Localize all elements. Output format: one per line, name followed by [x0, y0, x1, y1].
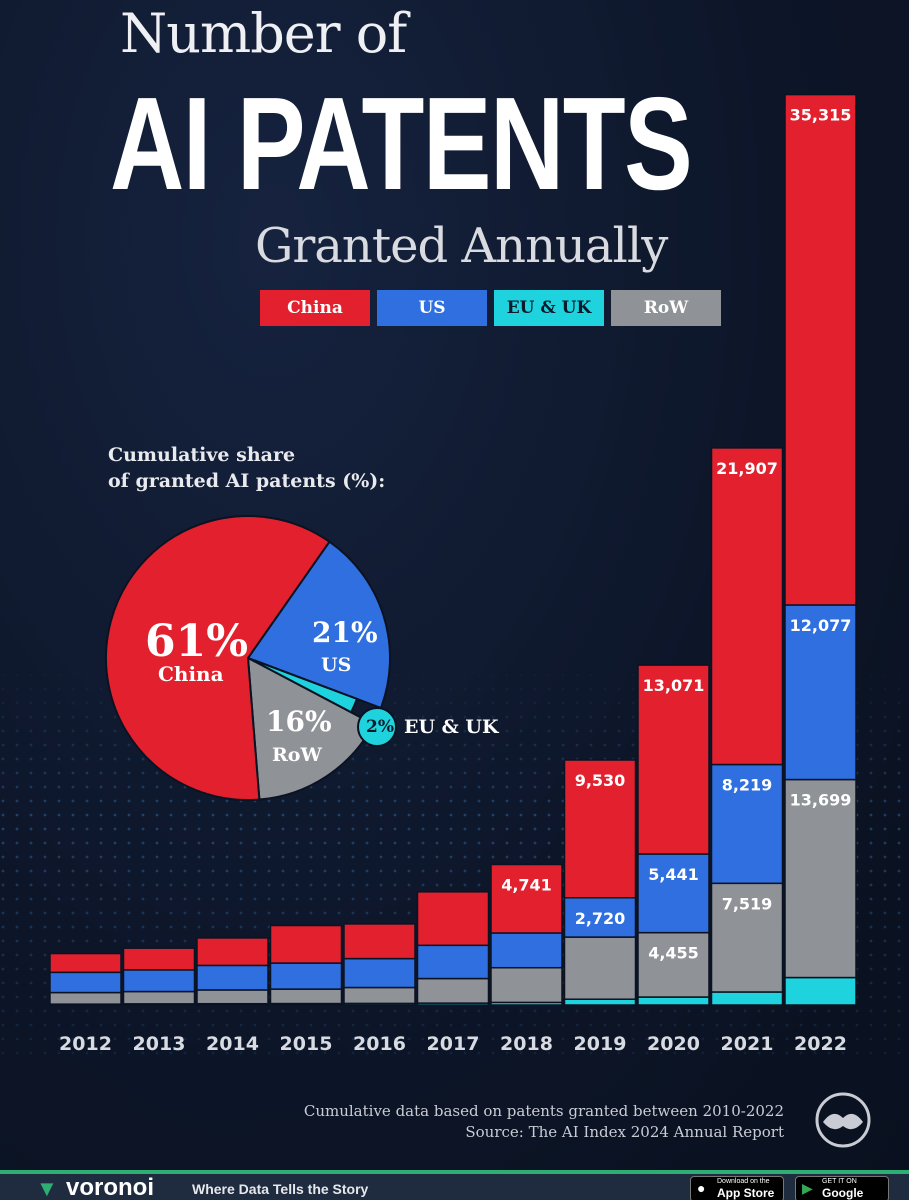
bar-row-2018: [490, 966, 563, 1004]
x-tick-2020: 2020: [647, 1033, 700, 1055]
x-tick-2014: 2014: [206, 1033, 259, 1055]
bar-label-us-2022: 12,077: [790, 616, 852, 635]
bar-us-2020: [637, 853, 710, 934]
pie-label-row-name: RoW: [272, 744, 322, 766]
pie-label-eu-uk-pct: 2%: [366, 717, 394, 737]
pie-label-eu-uk-name: EU & UK: [404, 716, 499, 738]
pie-label-us-name: US: [321, 654, 352, 676]
app-store-small: Download on the: [717, 1178, 770, 1185]
bar-china-2013: [122, 947, 196, 971]
brand-name: voronoi: [66, 1174, 154, 1200]
bar-label-us-2020: 5,441: [648, 865, 699, 884]
bar-row-2017: [416, 977, 490, 1004]
google-play-button[interactable]: ▶ GET IT ON Google Play: [795, 1176, 889, 1200]
bar-china-2018: [490, 863, 563, 934]
bar-us-2012: [49, 971, 122, 994]
bar-china-2022: [784, 93, 857, 606]
bar-label-us-2019: 2,720: [575, 909, 626, 928]
bar-label-china-2021: 21,907: [716, 459, 778, 478]
bar-label-row-2020: 4,455: [648, 944, 699, 963]
bar-label-row-2022: 13,699: [790, 791, 852, 810]
pie-label-us-pct: 21%: [312, 616, 378, 649]
pie-subtitle-line-1: Cumulative share: [108, 444, 296, 466]
footer-note: Cumulative data based on patents granted…: [303, 1102, 784, 1120]
bar-row-2021: [710, 882, 784, 993]
x-tick-2021: 2021: [721, 1033, 774, 1055]
bar-row-2015: [269, 988, 343, 1005]
legend-us: US: [377, 290, 487, 326]
bar-row-2022: [784, 778, 857, 979]
bar-eu-uk-2019: [563, 998, 637, 1006]
bar-china-2019: [563, 759, 637, 899]
title-line-1: Number of: [120, 2, 407, 65]
bar-label-china-2018: 4,741: [501, 876, 552, 895]
bar-eu-uk-2020: [637, 996, 710, 1006]
app-store-button[interactable]: ● Download on the App Store: [690, 1176, 784, 1200]
x-tick-2022: 2022: [794, 1033, 847, 1055]
bar-us-2014: [196, 964, 269, 991]
pie-slice-us: [246, 540, 391, 710]
bar-us-2015: [269, 962, 343, 990]
x-tick-2015: 2015: [280, 1033, 333, 1055]
footer-source: Source: The AI Index 2024 Annual Report: [465, 1123, 784, 1141]
bar-label-china-2019: 9,530: [575, 771, 626, 790]
pie-label-china-pct: 61%: [145, 616, 249, 667]
bar-row-2019: [563, 936, 637, 1000]
x-tick-2019: 2019: [574, 1033, 627, 1055]
app-store-label: App Store: [717, 1186, 775, 1200]
legend-china: China: [260, 290, 370, 326]
x-tick-2018: 2018: [500, 1033, 553, 1055]
title-line-3: Granted Annually: [255, 218, 668, 274]
bar-china-2017: [416, 891, 490, 947]
play-icon: ▶: [802, 1180, 813, 1196]
bar-china-2016: [343, 923, 416, 960]
title-line-2: AI PATENTS: [110, 70, 693, 217]
apple-icon: ●: [697, 1180, 706, 1196]
x-tick-2017: 2017: [427, 1033, 480, 1055]
bar-china-2014: [196, 937, 269, 967]
pie-label-row-pct: 16%: [266, 705, 332, 738]
voronoi-globe-icon: [815, 1092, 871, 1148]
bar-label-china-2022: 35,315: [790, 106, 852, 125]
x-tick-2013: 2013: [133, 1033, 186, 1055]
bar-china-2015: [269, 924, 343, 964]
bar-row-2014: [196, 989, 269, 1005]
google-play-label: Google Play: [822, 1186, 864, 1200]
bar-label-china-2020: 13,071: [643, 676, 705, 695]
bar-china-2020: [637, 664, 710, 855]
bar-us-2016: [343, 957, 416, 989]
pie-label-china-name: China: [158, 662, 224, 686]
bar-eu-uk-2021: [710, 991, 784, 1006]
bar-row-2013: [122, 990, 196, 1005]
google-play-small: GET IT ON: [822, 1178, 857, 1185]
pie-callout-eu-uk: [357, 707, 397, 747]
bar-row-2020: [637, 931, 710, 998]
bar-china-2012: [49, 952, 122, 974]
legend-eu-uk: EU & UK: [494, 290, 604, 326]
bar-us-2017: [416, 944, 490, 980]
pie-slice-china: [105, 515, 331, 801]
bar-label-row-2021: 7,519: [722, 894, 773, 913]
x-tick-2016: 2016: [353, 1033, 406, 1055]
bar-us-2013: [122, 969, 196, 993]
bar-eu-uk-2022: [784, 976, 857, 1006]
voronoi-logo-icon: ▼: [36, 1176, 58, 1200]
pie-subtitle-line-2: of granted AI patents (%):: [108, 470, 386, 492]
x-tick-2012: 2012: [59, 1033, 112, 1055]
bar-row-2012: [49, 991, 122, 1005]
bar-us-2019: [563, 897, 637, 938]
bar-us-2022: [784, 604, 857, 781]
bar-row-2016: [343, 986, 416, 1005]
brand-tagline: Where Data Tells the Story: [192, 1181, 369, 1197]
bar-us-2018: [490, 932, 563, 969]
bar-label-us-2021: 8,219: [722, 776, 773, 795]
bar-us-2021: [710, 763, 784, 885]
legend-row: RoW: [611, 290, 721, 326]
bar-china-2021: [710, 447, 784, 766]
